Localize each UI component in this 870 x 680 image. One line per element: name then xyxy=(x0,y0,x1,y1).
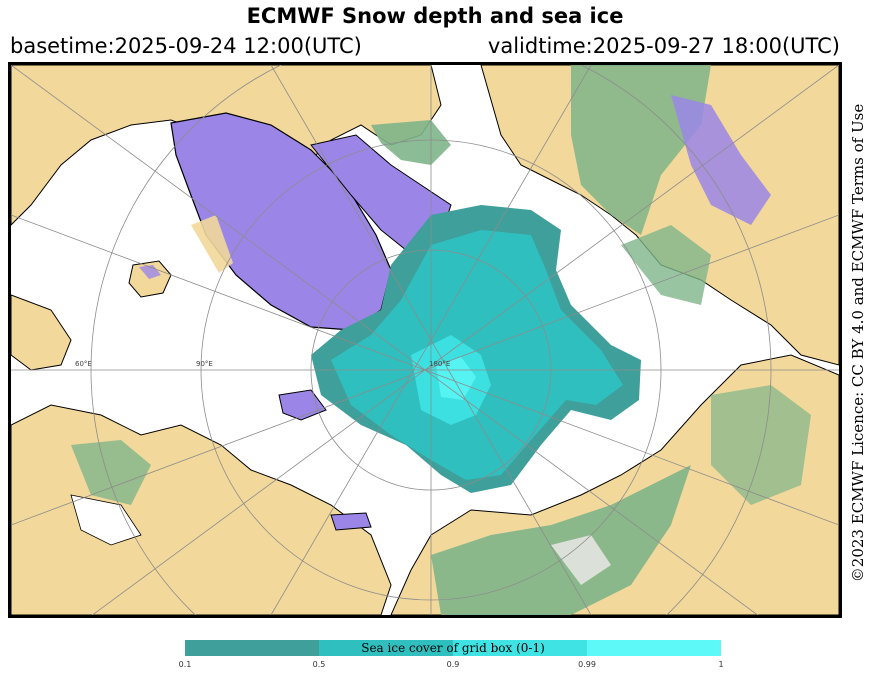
grid-label-180e: 180°E xyxy=(429,360,450,368)
sea-baltic xyxy=(70,494,142,546)
snowpatch-russia xyxy=(551,535,611,585)
colorbar-label: Sea ice cover of grid box (0-1) xyxy=(361,641,545,655)
grid-label-60e: 60°E xyxy=(75,360,92,368)
colorbar-tick: 1 xyxy=(718,660,724,669)
land-canada-west xyxy=(11,294,72,371)
colorbar-tick: 0.9 xyxy=(446,660,460,669)
snow-alaska xyxy=(671,95,771,225)
basetime-label: basetime:2025-09-24 12:00(UTC) xyxy=(10,34,362,58)
land-iceland xyxy=(128,260,172,298)
sea-ice-full xyxy=(436,357,476,400)
grid-label-90e: 90°E xyxy=(196,360,213,368)
snow-iceland xyxy=(139,265,161,279)
colorbar-tick: 0.99 xyxy=(578,660,596,669)
page-title: ECMWF Snow depth and sea ice xyxy=(246,4,624,28)
veg-russia-east xyxy=(711,385,811,505)
colorbar-segment xyxy=(185,640,319,656)
licence-text-container: ©2023 ECMWF Licence: CC BY 4.0 and ECMWF… xyxy=(848,78,868,608)
colorbar-segment xyxy=(587,640,721,656)
licence-text: ©2023 ECMWF Licence: CC BY 4.0 and ECMWF… xyxy=(849,103,867,583)
snow-novaya-zemlya xyxy=(330,512,372,531)
veg-alaska xyxy=(621,225,711,305)
colorbar-tick: 0.5 xyxy=(312,660,326,669)
map-panel[interactable]: 60°E 90°E 180°E xyxy=(8,62,842,618)
colorbar xyxy=(185,640,721,656)
colorbar-segment xyxy=(453,640,587,656)
colorbar-tick: 0.1 xyxy=(178,660,192,669)
veg-europe xyxy=(71,440,151,505)
veg-russia xyxy=(431,465,691,615)
graticule xyxy=(11,65,839,615)
colorbar-segment xyxy=(319,640,453,656)
colorbar-ticks: 0.1 0.5 0.9 0.99 1 xyxy=(0,660,870,672)
land-greenland-coast xyxy=(191,215,233,273)
polar-map: 60°E 90°E 180°E xyxy=(11,65,839,615)
validtime-label: validtime:2025-09-27 18:00(UTC) xyxy=(487,34,840,58)
